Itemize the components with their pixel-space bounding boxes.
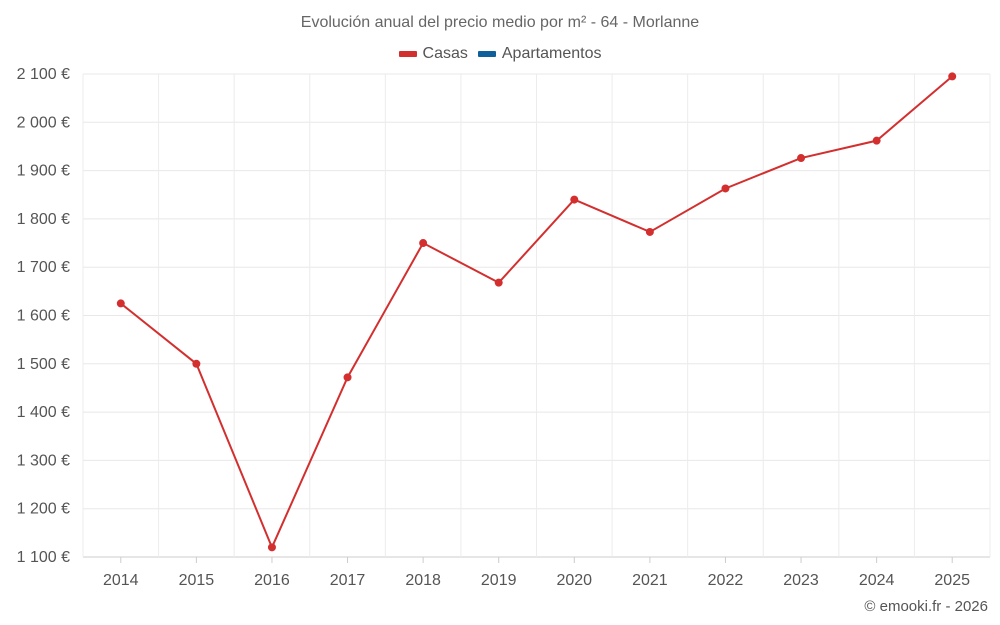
data-point: [872, 136, 881, 145]
x-tick-label: 2020: [556, 572, 592, 589]
x-tick-label: 2014: [103, 572, 139, 589]
x-tick-label: 2015: [179, 572, 215, 589]
legend-swatch-apartamentos: [477, 51, 496, 57]
chart-title: Evolución anual del precio medio por m² …: [300, 14, 700, 31]
x-tick-label: 2021: [632, 572, 668, 589]
legend-swatch-casas: [398, 51, 417, 57]
data-point: [570, 195, 579, 204]
legend: Casas Apartamentos: [0, 45, 1000, 63]
y-tick-label: 1 800 €: [17, 211, 70, 228]
y-tick-label: 1 300 €: [17, 452, 70, 469]
x-tick-label: 2024: [859, 572, 895, 589]
y-tick-label: 1 600 €: [17, 308, 70, 325]
data-point: [645, 227, 654, 236]
y-tick-label: 2 000 €: [17, 114, 70, 131]
data-point: [494, 278, 503, 287]
data-point: [721, 184, 730, 193]
y-tick-label: 1 700 €: [17, 259, 70, 276]
legend-label-apartamentos: Apartamentos: [501, 45, 602, 62]
data-point: [116, 299, 125, 308]
data-point: [267, 543, 276, 552]
legend-label-casas: Casas: [422, 45, 468, 62]
x-tick-label: 2019: [481, 572, 517, 589]
x-tick-label: 2022: [708, 572, 744, 589]
y-tick-label: 1 400 €: [17, 404, 70, 421]
legend-item-apartamentos[interactable]: Apartamentos: [477, 45, 602, 63]
y-tick-label: 1 500 €: [17, 356, 70, 373]
legend-item-casas[interactable]: Casas: [398, 45, 468, 63]
x-tick-label: 2025: [934, 572, 970, 589]
data-point: [419, 239, 428, 248]
data-point: [797, 154, 806, 163]
x-tick-label: 2023: [783, 572, 819, 589]
x-tick-label: 2016: [254, 572, 290, 589]
data-point: [343, 373, 352, 382]
data-point: [948, 72, 957, 81]
data-point: [192, 359, 201, 368]
y-tick-label: 2 100 €: [17, 66, 70, 83]
y-tick-label: 1 100 €: [17, 549, 70, 566]
credit-text: © emooki.fr - 2026: [864, 598, 988, 615]
x-tick-label: 2018: [405, 572, 441, 589]
y-tick-label: 1 900 €: [17, 163, 70, 180]
series-line-casas: [120, 75, 953, 550]
y-tick-label: 1 200 €: [17, 501, 70, 518]
x-tick-label: 2017: [330, 572, 366, 589]
